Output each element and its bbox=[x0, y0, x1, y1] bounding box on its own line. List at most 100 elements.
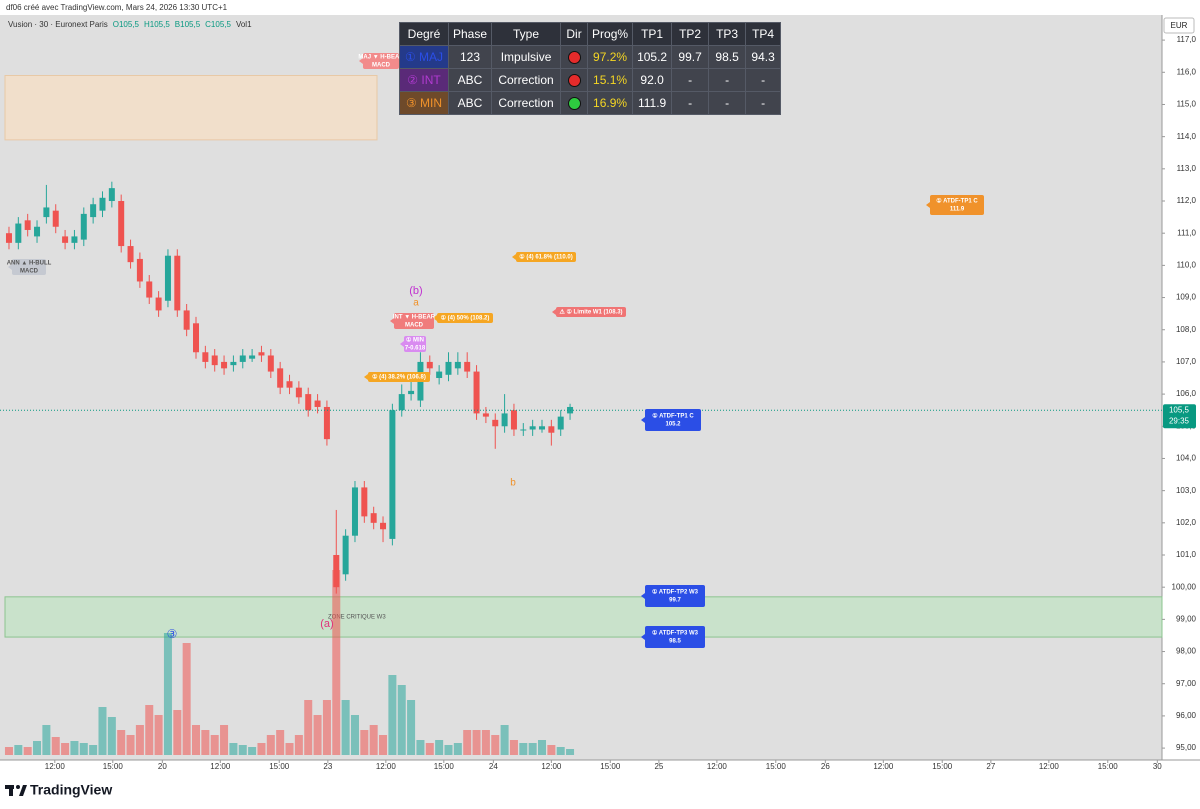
signal-text: INT ▼ H-BEAR bbox=[393, 315, 436, 321]
candle-body bbox=[351, 487, 358, 536]
wave-label: (a) bbox=[320, 618, 333, 630]
y-tick-label: 108,0 bbox=[1176, 325, 1197, 334]
y-tick-label: 109,0 bbox=[1176, 293, 1197, 302]
x-tick-label: 23 bbox=[323, 762, 332, 771]
signal-pointer bbox=[8, 264, 12, 270]
candle-body bbox=[520, 429, 527, 431]
candle-body bbox=[482, 413, 489, 417]
candle-body bbox=[295, 387, 302, 398]
wave-label: (b) bbox=[409, 285, 422, 297]
x-tick-label: 12:00 bbox=[210, 762, 231, 771]
volume-bar bbox=[98, 707, 107, 755]
tp-cell: 111.9 bbox=[632, 91, 673, 115]
x-tick-label: 15:00 bbox=[269, 762, 290, 771]
volume-bar bbox=[566, 749, 575, 755]
volume-bar bbox=[201, 730, 210, 755]
candle-body bbox=[193, 323, 200, 353]
volume-bar bbox=[14, 745, 23, 755]
candle-body bbox=[90, 204, 97, 218]
tp-cell: 105.2 bbox=[632, 45, 673, 69]
signal-text: ANN ▲ H-BULL bbox=[7, 261, 52, 267]
tp-cell: - bbox=[708, 91, 747, 115]
dir-cell bbox=[560, 45, 589, 69]
y-tick-label: 101,0 bbox=[1176, 550, 1197, 559]
callout-pointer bbox=[641, 417, 645, 423]
volume-bar bbox=[79, 743, 88, 755]
x-tick-label: 12:00 bbox=[873, 762, 894, 771]
volume-bar bbox=[154, 715, 163, 755]
candle-body bbox=[127, 246, 134, 263]
x-tick-label: 20 bbox=[158, 762, 167, 771]
currency: EUR bbox=[1171, 21, 1188, 30]
callout-pointer bbox=[641, 593, 645, 599]
candle-body bbox=[202, 352, 209, 362]
x-tick-label: 15:00 bbox=[1098, 762, 1119, 771]
volume-bar bbox=[453, 743, 462, 755]
volume-bar bbox=[519, 743, 528, 755]
signal-text: MACD bbox=[405, 323, 424, 329]
volume-bar bbox=[304, 700, 313, 755]
y-tick-label: 112,0 bbox=[1177, 196, 1197, 205]
x-tick-label: 12:00 bbox=[1039, 762, 1060, 771]
table-row: ① MAJ 123 Impulsive 97.2% 105.2 99.7 98.5 94.3 bbox=[399, 45, 782, 69]
legend-item: O105,5 bbox=[113, 20, 140, 29]
volume-bar bbox=[407, 700, 416, 755]
volume-bar bbox=[276, 730, 285, 755]
header-title: df06 créé avec TradingView.com, Mars 24,… bbox=[6, 3, 228, 12]
table-row: ② INT ABC Correction 15.1% 92.0- - - bbox=[399, 68, 782, 92]
x-tick-label: 12:00 bbox=[541, 762, 562, 771]
prog-cell: 16.9% bbox=[587, 91, 634, 115]
header-cell: Degré bbox=[399, 22, 449, 46]
signal-pointer bbox=[400, 341, 404, 347]
volume-bar bbox=[538, 740, 547, 755]
volume-bar bbox=[322, 700, 331, 755]
callout-box bbox=[556, 307, 626, 317]
volume-bar bbox=[145, 705, 154, 755]
prog-cell: 97.2% bbox=[587, 45, 634, 69]
volume-bar bbox=[435, 740, 444, 755]
signal-pointer bbox=[359, 58, 363, 64]
currency-box bbox=[1163, 17, 1195, 34]
table-row: ③ MIN ABC Correction 16.9% 111.9- - - bbox=[399, 91, 782, 115]
dir-dot bbox=[567, 74, 581, 88]
signal-text: ① MIN bbox=[406, 337, 424, 344]
callout-text: ① (4) 50% (108.2) bbox=[441, 315, 490, 322]
volume-bar bbox=[238, 745, 247, 755]
callout-pointer bbox=[552, 309, 556, 315]
degree-cell: ③ MIN bbox=[399, 91, 449, 115]
volume-bar bbox=[341, 700, 350, 755]
tp-cell: 98.5 bbox=[708, 45, 747, 69]
volume-bar bbox=[173, 710, 182, 755]
wave-label: ③ bbox=[167, 627, 178, 641]
volume-bar bbox=[360, 730, 369, 755]
y-tick-label: 116,0 bbox=[1177, 67, 1197, 76]
volume-bar bbox=[23, 747, 32, 755]
callout-text: ① ATDF-TP1 C bbox=[652, 413, 694, 420]
tp-cell: - bbox=[745, 68, 782, 92]
signal-text: MACD bbox=[20, 269, 39, 275]
candle-body bbox=[454, 361, 461, 369]
candle-body bbox=[380, 522, 387, 530]
candle-body bbox=[183, 310, 190, 330]
volume-bar bbox=[556, 747, 565, 755]
legend-item: Vol1 bbox=[236, 20, 252, 29]
dir-dot bbox=[567, 97, 581, 111]
volume-bar bbox=[313, 715, 322, 755]
y-tick-label: 98,00 bbox=[1176, 647, 1197, 656]
dir-cell bbox=[560, 91, 589, 115]
x-tick-label: 15:00 bbox=[103, 762, 124, 771]
x-tick-label: 12:00 bbox=[707, 762, 728, 771]
volume-bar bbox=[350, 715, 359, 755]
tp-cell: - bbox=[671, 91, 710, 115]
y-tick-label: 97,00 bbox=[1176, 679, 1197, 688]
tp-cell: - bbox=[671, 68, 710, 92]
x-tick-label: 15:00 bbox=[600, 762, 621, 771]
callout-text: 99.7 bbox=[669, 598, 681, 604]
candle-body bbox=[62, 236, 69, 243]
candle-body bbox=[557, 416, 564, 430]
y-tick-label: 115,0 bbox=[1177, 100, 1197, 109]
volume-bar bbox=[4, 747, 13, 755]
volume-bar bbox=[425, 743, 434, 755]
volume-bar bbox=[126, 735, 135, 755]
